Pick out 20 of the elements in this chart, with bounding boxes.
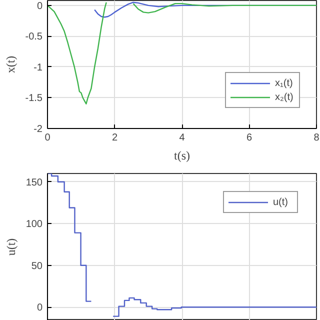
legend-label: x₁(t): [275, 77, 294, 89]
y-tick-label: 100: [26, 219, 43, 230]
y-tick-label: -1: [34, 62, 43, 74]
x-tick-label: 2: [112, 132, 118, 144]
x-tick-label: 0: [44, 132, 51, 144]
y-tick-label: 0: [36, 302, 43, 314]
x-tick-label: 4: [179, 132, 186, 144]
x-axis-title: t(s): [174, 148, 190, 162]
y-tick-label: -2: [34, 124, 43, 135]
y-tick-label: 0: [36, 0, 43, 12]
x-tick-label: 6: [246, 132, 252, 144]
y-tick-label: -0.5: [25, 32, 43, 43]
y-axis-title: u(t): [4, 238, 18, 256]
y-tick-label: 150: [26, 177, 43, 188]
legend-label: x₂(t): [275, 91, 294, 103]
y-tick-label: -1.5: [25, 93, 43, 104]
y-axis-title: x(t): [3, 56, 18, 74]
x-tick-label: 8: [314, 132, 320, 144]
legend-label: u(t): [273, 196, 289, 208]
y-tick-label: 50: [31, 260, 43, 272]
